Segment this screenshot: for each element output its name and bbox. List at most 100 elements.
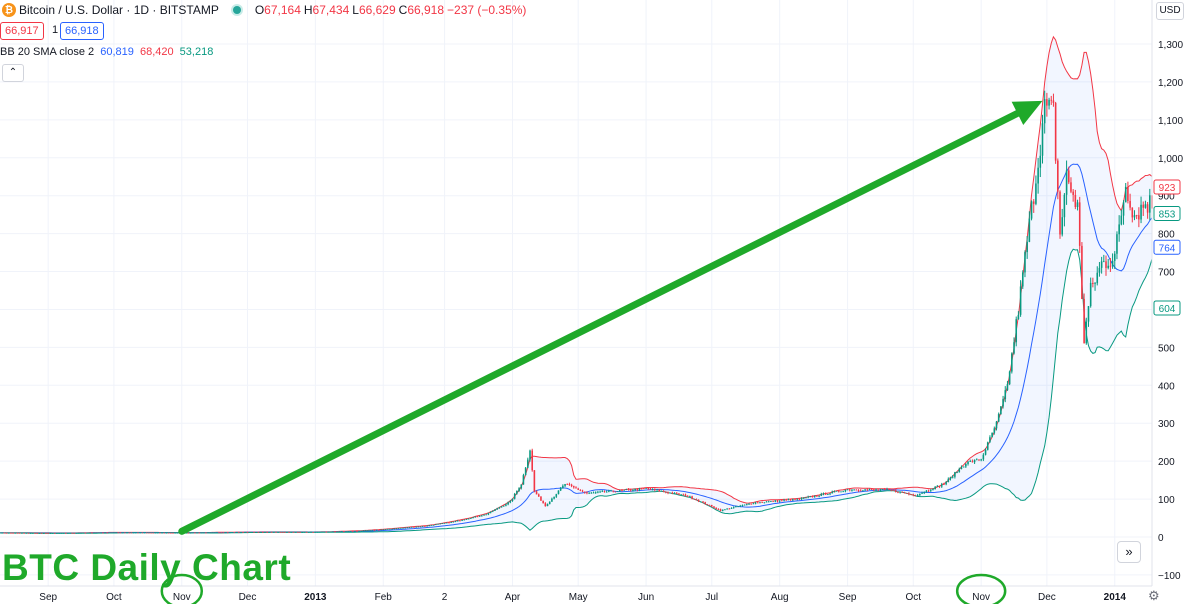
scroll-to-realtime-button[interactable]: » (1117, 541, 1141, 563)
candle-body (910, 494, 912, 495)
candle-body (1000, 406, 1002, 415)
candle-body (1037, 167, 1039, 184)
candle-body (811, 496, 814, 498)
candle-body (568, 484, 571, 485)
candle-body (767, 501, 770, 503)
candle-body (134, 532, 137, 534)
time-axis: Sep Oct Nov Dec 2013 Feb 2 Apr May Jun Jul Aug Sep Oc… (0, 573, 1152, 604)
candle-body (194, 532, 196, 534)
candle-body (875, 489, 877, 491)
candle-body (820, 494, 823, 496)
candle-body (588, 492, 590, 494)
candle-body (971, 461, 974, 463)
candle-body (23, 532, 25, 534)
candle-body (78, 532, 80, 534)
candle-body (562, 485, 564, 489)
collapse-legend-button[interactable]: ⌃ (2, 64, 24, 82)
candle-body (689, 496, 691, 498)
candle-body (616, 491, 619, 493)
candle-body (378, 529, 380, 531)
candle-body (1085, 321, 1088, 344)
candle-body (934, 486, 936, 490)
candle-body (855, 489, 858, 491)
candle-body (509, 501, 512, 503)
candle-body (965, 464, 967, 467)
bollinger-legend[interactable]: BB 20 SMA close 2 60,819 68,420 53,218 (0, 46, 213, 58)
candle-body (117, 532, 120, 534)
candle-body (45, 533, 47, 534)
candle-body (294, 532, 297, 533)
candle-body (1118, 224, 1120, 235)
candle-body (651, 488, 654, 490)
candle-body (669, 492, 671, 494)
candle-body (262, 531, 264, 533)
candle-body (916, 495, 919, 497)
candle-body (323, 531, 325, 533)
candle-body (831, 491, 834, 494)
candle-body (253, 531, 255, 533)
candle-body (312, 531, 314, 533)
candle-body (702, 501, 704, 503)
candle-body (119, 532, 122, 534)
symbol-title[interactable]: Bitcoin / U.S. Dollar · 1D · BITSTAMP (19, 3, 219, 17)
candle-body (603, 491, 606, 493)
candle-body (719, 509, 722, 511)
candle-body (351, 531, 354, 532)
candle-body (191, 532, 194, 534)
candle-body (474, 516, 477, 518)
candle-body (805, 497, 807, 499)
chart-watermark: BTC Daily Chart (2, 547, 292, 588)
candle-body (367, 530, 369, 532)
price-axis: −10001002003004005006007008009001,0001,1… (1151, 0, 1183, 586)
currency-button[interactable]: USD (1156, 2, 1184, 20)
candle-body (1124, 186, 1127, 203)
candle-body (343, 531, 345, 533)
candle-body (1140, 204, 1142, 220)
candle-body (787, 499, 790, 501)
candle-body (185, 532, 187, 534)
buy-price-button[interactable]: 66,918 (60, 22, 104, 40)
candle-body (207, 532, 209, 534)
candle-body (759, 502, 761, 504)
candle-body (47, 533, 49, 534)
candle-body (511, 498, 514, 502)
candle-body (564, 484, 566, 486)
candle-body (881, 489, 884, 490)
candle-body (967, 461, 969, 465)
candle-body (796, 498, 799, 500)
symbol-header[interactable]: ₿ Bitcoin / U.S. Dollar · 1D · BITSTAMP … (0, 0, 529, 20)
candle-body (575, 487, 577, 489)
candle-body (358, 530, 360, 532)
candle-body (264, 531, 266, 533)
candle-body (3, 532, 6, 534)
candle-body (220, 532, 223, 534)
candle-body (1144, 204, 1147, 208)
y-tick-label: 400 (1158, 381, 1175, 392)
candle-body (531, 450, 533, 471)
candle-body (892, 490, 895, 492)
candle-body (735, 506, 737, 508)
candle-body (53, 533, 56, 534)
candle-body (226, 532, 229, 534)
sell-price-button[interactable]: 66,917 (0, 22, 44, 40)
x-tick-label: 2013 (304, 592, 327, 603)
candle-body (783, 499, 785, 501)
candle-body (251, 531, 253, 533)
gear-icon[interactable]: ⚙ (1148, 588, 1160, 603)
candle-body (936, 485, 939, 487)
candle-body (649, 488, 652, 490)
candle-body (397, 528, 400, 529)
candle-body (800, 498, 803, 500)
candle-body (542, 500, 544, 504)
candle-body (1011, 353, 1013, 372)
candle-body (605, 491, 608, 493)
candle-body (421, 526, 424, 527)
candle-body (640, 488, 643, 490)
candle-body (664, 491, 667, 493)
x-tick-label: Nov (173, 592, 191, 603)
candle-body (1072, 191, 1074, 195)
candle-body (555, 494, 558, 497)
candle-body (159, 532, 161, 534)
